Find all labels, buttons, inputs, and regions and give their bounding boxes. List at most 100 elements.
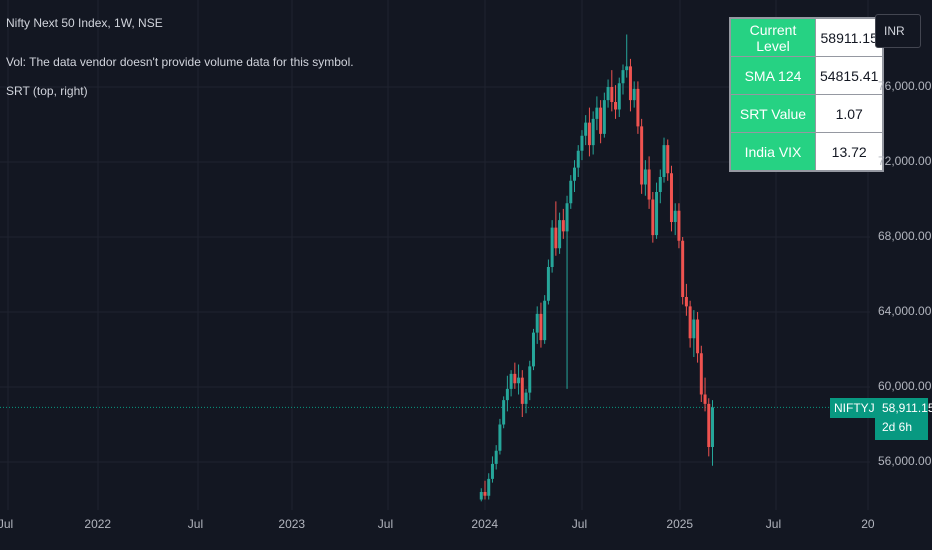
candle-body xyxy=(606,87,610,101)
candle xyxy=(509,370,513,397)
candles xyxy=(479,34,714,502)
candle xyxy=(599,100,603,144)
candle xyxy=(576,145,580,177)
time-tick-label: 20 xyxy=(861,517,875,531)
table-value: 54815.41 xyxy=(815,56,884,95)
candle-body xyxy=(535,313,539,333)
srt-info-table: Current Level 58911.15 SMA 124 54815.41 … xyxy=(729,17,885,172)
candle xyxy=(632,81,636,108)
candle xyxy=(602,92,606,138)
candle-body xyxy=(617,83,621,110)
candle xyxy=(550,220,554,273)
candle xyxy=(688,300,692,348)
candle xyxy=(573,160,577,192)
candle-body xyxy=(584,122,588,136)
candle-body xyxy=(528,366,532,393)
candle-body xyxy=(621,70,625,84)
candle xyxy=(628,58,632,112)
candle-body xyxy=(502,400,506,425)
candle xyxy=(651,192,655,243)
candle xyxy=(554,201,558,256)
candle xyxy=(505,375,509,412)
table-label: India VIX xyxy=(729,132,816,172)
candle-body xyxy=(669,173,673,222)
time-tick-label: Jul xyxy=(571,517,588,531)
candle-body xyxy=(550,227,554,267)
candle-body xyxy=(595,107,599,119)
candle xyxy=(479,488,483,502)
candle-body xyxy=(524,392,528,404)
candle xyxy=(621,64,625,95)
candle xyxy=(636,81,640,134)
candle xyxy=(587,107,591,157)
candle-body xyxy=(692,319,696,339)
chart-title[interactable]: Nifty Next 50 Index, 1W, NSE xyxy=(6,16,163,30)
volume-note[interactable]: Vol: The data vendor doesn't provide vol… xyxy=(6,55,354,69)
candle-body xyxy=(647,169,651,200)
candle-body xyxy=(509,373,513,389)
candle-body xyxy=(505,388,509,401)
candle-body xyxy=(513,373,517,384)
price-tick-label: 60,000.00 xyxy=(878,379,932,393)
table-value: 58911.15 xyxy=(815,17,884,57)
candle-body xyxy=(587,122,591,146)
candle-body xyxy=(677,210,681,241)
candle xyxy=(558,212,562,254)
candle xyxy=(539,302,543,348)
candle xyxy=(483,480,487,500)
time-tick-label: Jul xyxy=(765,517,782,531)
candle xyxy=(614,85,618,119)
price-tick-label: 76,000.00 xyxy=(878,79,932,93)
candle-body xyxy=(602,100,606,134)
candle-body xyxy=(558,220,562,249)
candle xyxy=(640,118,644,194)
chart-grid xyxy=(0,0,870,510)
candle-body xyxy=(565,203,569,232)
candle xyxy=(517,364,521,395)
candle xyxy=(565,195,569,389)
candle-body xyxy=(494,450,498,464)
candle-body xyxy=(569,180,573,204)
candle-body xyxy=(591,118,595,146)
candle xyxy=(531,328,535,371)
candle xyxy=(617,77,621,117)
candle xyxy=(535,306,539,344)
candle-body xyxy=(543,300,547,341)
table-row: India VIX 13.72 xyxy=(729,132,884,172)
time-tick-label: 2024 xyxy=(471,517,499,531)
candle xyxy=(494,445,498,470)
candle xyxy=(520,370,524,417)
candle xyxy=(591,111,595,155)
candle xyxy=(524,388,528,414)
table-row: SMA 124 54815.41 xyxy=(729,56,884,95)
candle xyxy=(703,377,707,412)
time-tick-label: Jul xyxy=(377,517,394,531)
candle xyxy=(643,160,647,196)
candle-body xyxy=(636,88,640,127)
currency-button[interactable]: INR xyxy=(875,14,921,48)
time-tick-label: Jul xyxy=(187,517,204,531)
symbol-tag: NIFTYJR xyxy=(830,398,888,418)
candle-body xyxy=(517,377,521,384)
candle-body xyxy=(487,478,491,496)
table-label: SMA 124 xyxy=(729,56,816,95)
candle-body xyxy=(483,492,487,496)
current-price-value: 58,911.15 xyxy=(882,401,932,415)
candle xyxy=(595,96,599,131)
candle xyxy=(669,165,673,232)
price-tick-label: 68,000.00 xyxy=(878,229,932,243)
candle-body xyxy=(699,353,703,395)
candle xyxy=(677,203,681,249)
candle-body xyxy=(662,145,666,177)
candle xyxy=(546,259,550,305)
candle xyxy=(692,310,696,357)
candle xyxy=(490,456,494,483)
candle xyxy=(502,396,506,429)
table-row: Current Level 58911.15 xyxy=(729,17,884,57)
candle xyxy=(658,169,662,204)
candle xyxy=(655,182,659,239)
indicator-label[interactable]: SRT (top, right) xyxy=(6,84,88,98)
candle xyxy=(487,473,491,500)
table-label: SRT Value xyxy=(729,94,816,133)
